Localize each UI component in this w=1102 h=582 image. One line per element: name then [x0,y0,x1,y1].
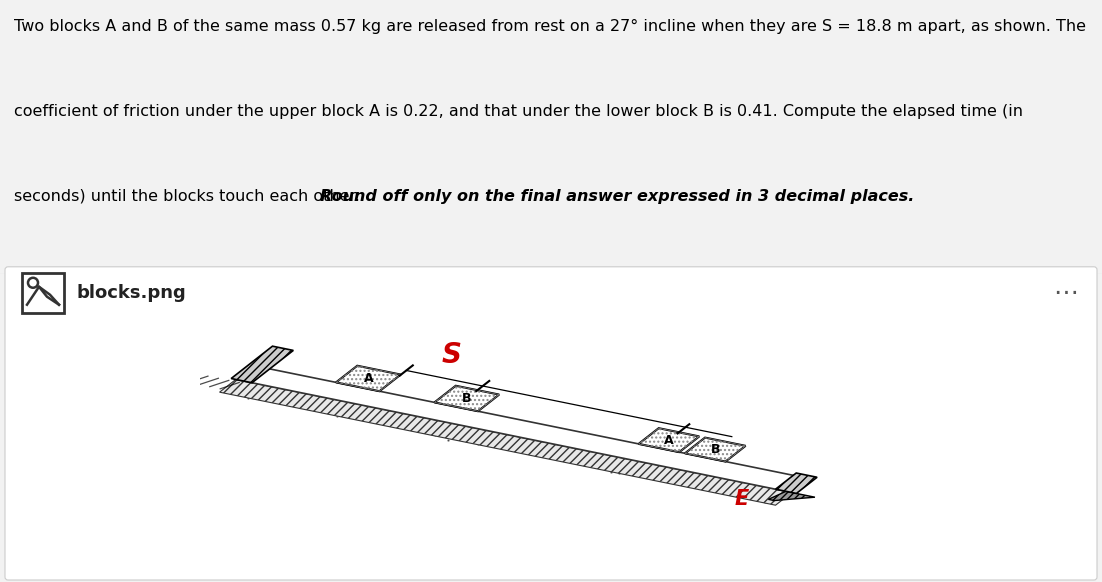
Text: A: A [665,434,673,446]
Text: ⋯: ⋯ [1054,281,1078,305]
Polygon shape [231,346,293,383]
Text: A: A [364,372,374,385]
Text: E: E [735,489,749,509]
Text: Two blocks A and B of the same mass 0.57 kg are released from rest on a 27° incl: Two blocks A and B of the same mass 0.57… [14,19,1087,34]
Polygon shape [768,491,815,501]
FancyBboxPatch shape [6,267,1096,580]
Polygon shape [336,365,401,391]
Text: blocks.png: blocks.png [76,284,186,301]
Polygon shape [685,438,746,462]
Polygon shape [776,473,817,494]
Text: Round off only on the final answer expressed in 3 decimal places.: Round off only on the final answer expre… [320,189,915,204]
Text: B: B [462,392,472,405]
Bar [22,273,64,313]
Polygon shape [236,365,810,492]
Text: coefficient of friction under the upper block A is 0.22, and that under the lowe: coefficient of friction under the upper … [14,104,1024,119]
Text: seconds) until the blocks touch each other.: seconds) until the blocks touch each oth… [14,189,366,204]
Text: B: B [711,443,720,456]
Polygon shape [639,428,700,452]
Polygon shape [434,386,499,411]
Text: S: S [442,340,462,368]
Polygon shape [219,379,791,505]
